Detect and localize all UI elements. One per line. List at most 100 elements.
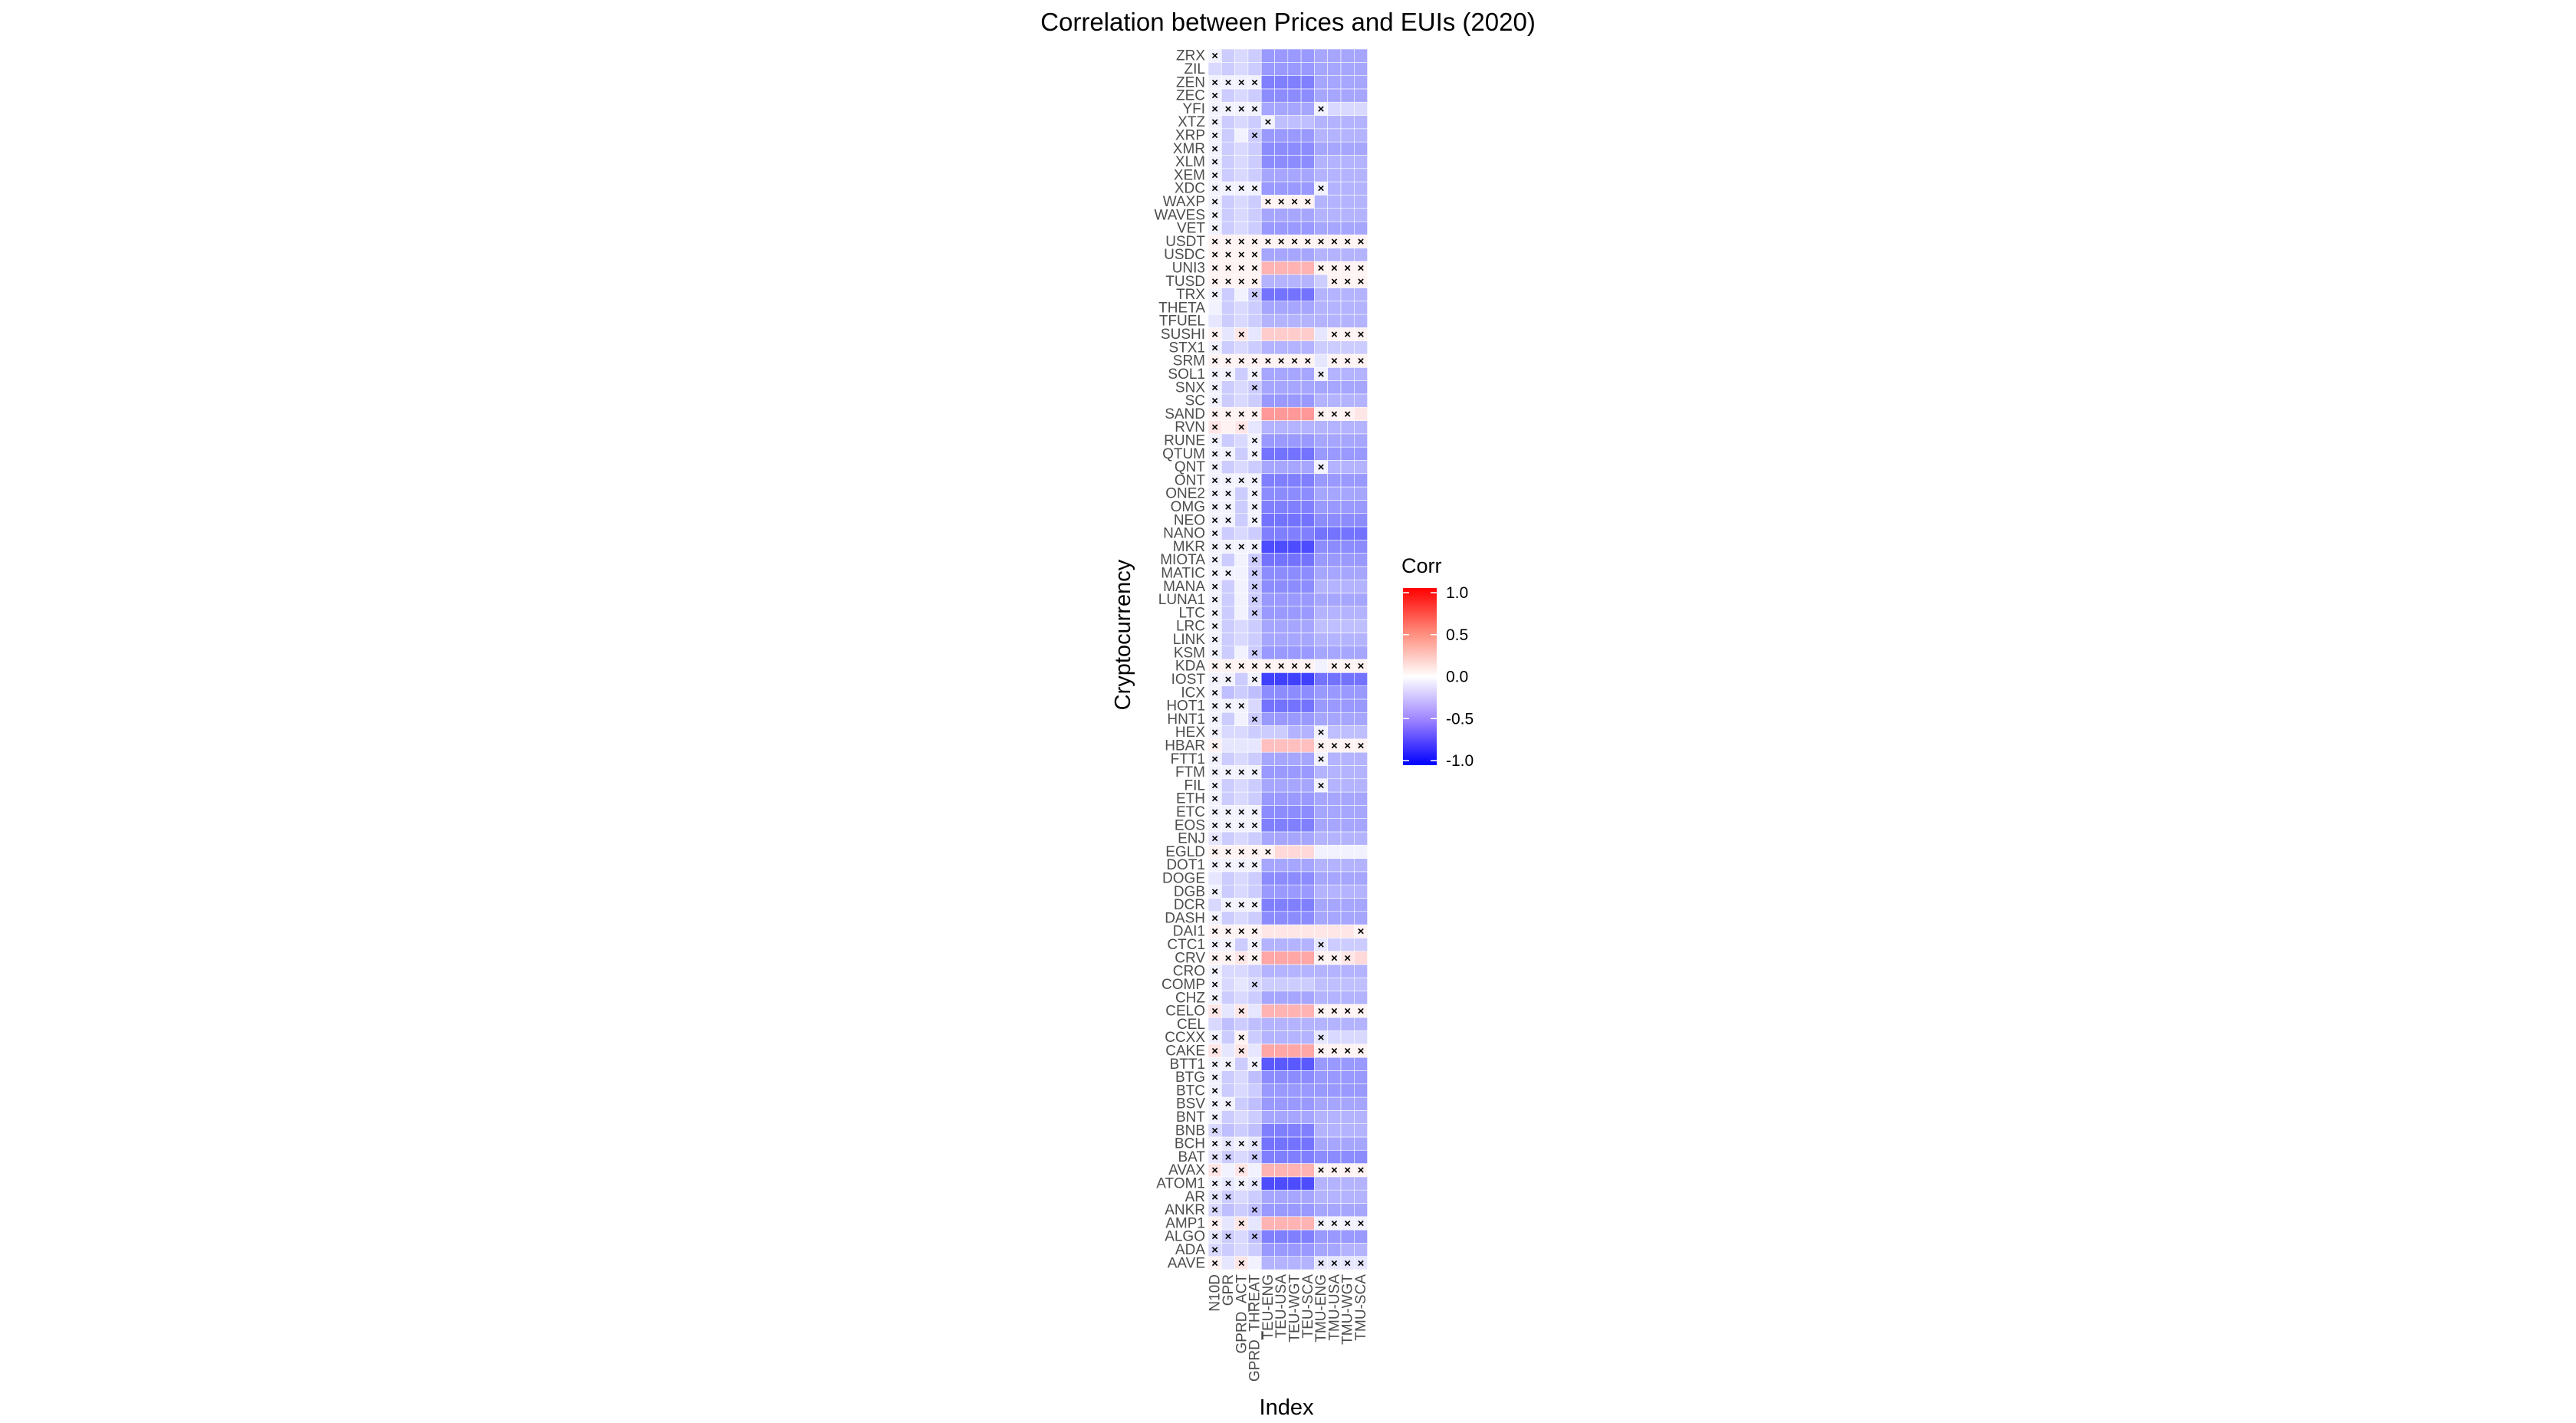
heatmap-cell (1287, 155, 1302, 169)
insignificance-mark: × (1251, 646, 1258, 659)
insignificance-mark: × (1344, 408, 1351, 421)
heatmap-cell (1208, 898, 1222, 912)
insignificance-mark: × (1238, 1005, 1245, 1018)
heatmap-cell (1314, 978, 1329, 991)
heatmap-cell (1287, 168, 1302, 182)
heatmap-cell (1260, 951, 1275, 965)
heatmap-cell (1260, 911, 1275, 925)
heatmap-cell (1314, 314, 1329, 328)
y-tick-label: CRO (1173, 964, 1205, 980)
heatmap-cell (1354, 168, 1368, 182)
y-tick-label: UNI3 (1172, 261, 1205, 277)
heatmap-cell (1327, 672, 1342, 686)
insignificance-mark: × (1211, 1058, 1218, 1071)
insignificance-mark: × (1238, 859, 1245, 872)
heatmap-cell (1221, 593, 1235, 607)
heatmap-cell (1260, 168, 1275, 182)
insignificance-mark: × (1225, 262, 1232, 275)
insignificance-mark: × (1225, 275, 1232, 288)
heatmap-cell (1327, 101, 1342, 116)
insignificance-mark: × (1331, 262, 1338, 275)
insignificance-mark: × (1225, 1151, 1232, 1164)
y-tick-label: SOL1 (1168, 366, 1205, 383)
insignificance-mark: × (1318, 938, 1325, 951)
insignificance-mark: × (1238, 262, 1245, 275)
insignificance-mark: × (1358, 1044, 1365, 1057)
heatmap-cell (1274, 1189, 1289, 1204)
insignificance-mark: × (1211, 766, 1218, 779)
heatmap-cell (1314, 685, 1329, 700)
insignificance-mark: × (1211, 1084, 1218, 1097)
insignificance-mark: × (1225, 673, 1232, 686)
heatmap-cell (1260, 805, 1275, 819)
heatmap-cell (1314, 248, 1329, 262)
heatmap-cell (1221, 646, 1235, 660)
heatmap-cell (1354, 964, 1368, 978)
heatmap-cell (1234, 978, 1249, 991)
insignificance-mark: × (1225, 514, 1232, 527)
heatmap-cell (1354, 221, 1368, 235)
heatmap-cell (1287, 1004, 1302, 1018)
heatmap-cell (1340, 858, 1355, 873)
heatmap-cell (1300, 274, 1315, 288)
heatmap-cell (1260, 1216, 1275, 1231)
heatmap-cell (1314, 1083, 1329, 1098)
heatmap-cell (1247, 1163, 1262, 1178)
heatmap-cell (1274, 898, 1289, 912)
heatmap-cell (1287, 844, 1302, 859)
heatmap-cell (1287, 633, 1302, 646)
heatmap-cell (1354, 1189, 1368, 1204)
heatmap-cell (1354, 141, 1368, 156)
heatmap-cell (1287, 1203, 1302, 1218)
insignificance-mark: × (1278, 235, 1285, 248)
heatmap-cell (1300, 1149, 1315, 1164)
heatmap-cell (1287, 725, 1302, 740)
heatmap-cell (1274, 698, 1289, 713)
x-tick-label: TEU-ENG (1260, 1274, 1276, 1340)
heatmap-cell (1234, 964, 1249, 978)
heatmap-cell (1287, 964, 1302, 978)
heatmap-cell (1287, 619, 1302, 633)
heatmap-cell (1300, 1083, 1315, 1098)
heatmap-cell (1287, 978, 1302, 991)
heatmap-cell (1300, 1030, 1315, 1045)
y-tick-label: ADA (1175, 1242, 1205, 1258)
heatmap-cell (1327, 208, 1342, 222)
heatmap-cell (1234, 672, 1249, 686)
heatmap-cell (1260, 791, 1275, 806)
heatmap-cell (1300, 128, 1315, 143)
y-tick-label: BNT (1176, 1109, 1205, 1126)
insignificance-mark: × (1225, 408, 1232, 421)
insignificance-mark: × (1318, 182, 1325, 196)
heatmap-cell (1300, 685, 1315, 700)
insignificance-mark: × (1291, 196, 1298, 209)
heatmap-cell (1354, 871, 1368, 886)
heatmap-cell (1234, 1083, 1249, 1098)
heatmap-cell (1287, 261, 1302, 275)
heatmap-cell (1340, 195, 1355, 209)
heatmap-cell (1260, 327, 1275, 341)
heatmap-cell (1354, 75, 1368, 90)
heatmap-cell (1327, 526, 1342, 541)
heatmap-cell (1300, 406, 1315, 421)
insignificance-mark: × (1358, 1257, 1365, 1270)
heatmap-cell (1221, 1070, 1235, 1085)
insignificance-mark: × (1211, 50, 1218, 63)
heatmap-cell (1327, 128, 1342, 143)
insignificance-mark: × (1251, 593, 1258, 606)
heatmap-cell (1221, 884, 1235, 899)
insignificance-mark: × (1344, 1005, 1351, 1018)
heatmap-cell (1327, 433, 1342, 448)
insignificance-mark: × (1251, 76, 1258, 89)
heatmap-cell (1234, 380, 1249, 395)
heatmap-cell (1260, 1136, 1275, 1151)
insignificance-mark: × (1225, 368, 1232, 381)
heatmap-cell (1260, 751, 1275, 766)
insignificance-mark: × (1251, 1151, 1258, 1164)
insignificance-mark: × (1251, 541, 1258, 554)
heatmap-cell (1327, 765, 1342, 780)
y-tick-label: AVAX (1168, 1162, 1205, 1178)
heatmap-cell (1314, 553, 1329, 567)
heatmap-cell (1221, 685, 1235, 700)
heatmap-cell (1300, 393, 1315, 408)
